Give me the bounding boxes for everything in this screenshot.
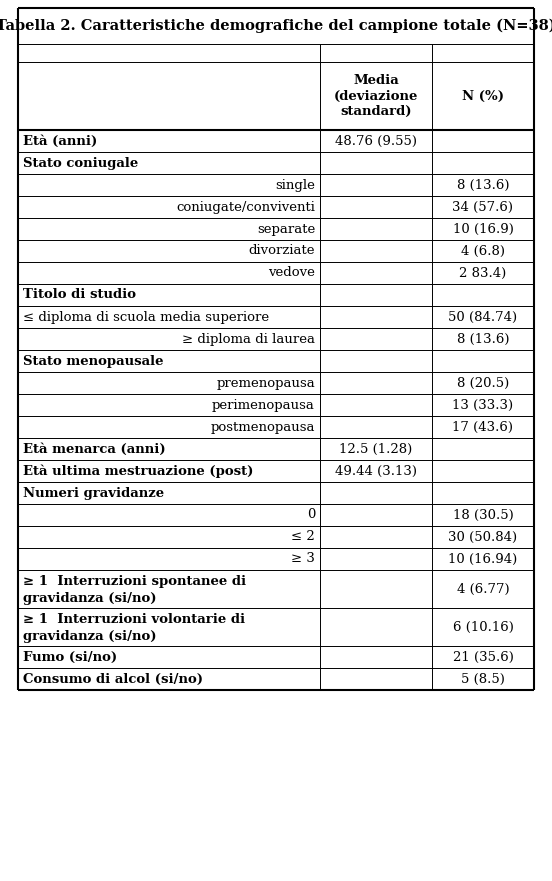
Text: divorziate: divorziate — [248, 245, 315, 257]
Text: 18 (30.5): 18 (30.5) — [453, 508, 513, 522]
Text: 4 (6.8): 4 (6.8) — [461, 245, 505, 257]
Text: ≤ diploma di scuola media superiore: ≤ diploma di scuola media superiore — [23, 310, 269, 323]
Text: 8 (20.5): 8 (20.5) — [457, 376, 509, 389]
Text: 8 (13.6): 8 (13.6) — [457, 179, 509, 191]
Text: 10 (16.9): 10 (16.9) — [453, 223, 513, 235]
Text: single: single — [275, 179, 315, 191]
Text: Età ultima mestruazione (post): Età ultima mestruazione (post) — [23, 464, 253, 478]
Text: N (%): N (%) — [462, 90, 504, 102]
Text: 13 (33.3): 13 (33.3) — [453, 398, 513, 411]
Text: ≥ 1  Interruzioni volontarie di
gravidanza (si/no): ≥ 1 Interruzioni volontarie di gravidanz… — [23, 613, 245, 643]
Text: 50 (84.74): 50 (84.74) — [448, 310, 518, 323]
Text: ≥ 1  Interruzioni spontanee di
gravidanza (si/no): ≥ 1 Interruzioni spontanee di gravidanza… — [23, 575, 246, 605]
Text: 10 (16.94): 10 (16.94) — [448, 552, 518, 566]
Text: 49.44 (3.13): 49.44 (3.13) — [335, 464, 417, 478]
Text: ≥ 3: ≥ 3 — [291, 552, 315, 566]
Text: 12.5 (1.28): 12.5 (1.28) — [339, 442, 413, 455]
Text: 30 (50.84): 30 (50.84) — [448, 530, 518, 544]
Text: Età menarca (anni): Età menarca (anni) — [23, 442, 166, 455]
Text: premenopausa: premenopausa — [216, 376, 315, 389]
Text: 34 (57.6): 34 (57.6) — [453, 201, 513, 213]
Text: Tabella 2. Caratteristiche demografiche del campione totale (N=38): Tabella 2. Caratteristiche demografiche … — [0, 19, 552, 33]
Text: 2 83.4): 2 83.4) — [459, 266, 507, 279]
Text: Stato coniugale: Stato coniugale — [23, 157, 138, 169]
Text: perimenopausa: perimenopausa — [212, 398, 315, 411]
Text: postmenopausa: postmenopausa — [210, 420, 315, 433]
Text: Stato menopausale: Stato menopausale — [23, 354, 163, 367]
Text: coniugate/conviventi: coniugate/conviventi — [176, 201, 315, 213]
Text: Età (anni): Età (anni) — [23, 135, 97, 147]
Text: 0: 0 — [306, 508, 315, 522]
Text: 48.76 (9.55): 48.76 (9.55) — [335, 135, 417, 147]
Text: 5 (8.5): 5 (8.5) — [461, 672, 505, 685]
Text: 17 (43.6): 17 (43.6) — [453, 420, 513, 433]
Text: Consumo di alcol (si/no): Consumo di alcol (si/no) — [23, 672, 203, 685]
Text: 21 (35.6): 21 (35.6) — [453, 650, 513, 663]
Text: 4 (6.77): 4 (6.77) — [457, 582, 509, 596]
Text: ≤ 2: ≤ 2 — [291, 530, 315, 544]
Text: Numeri gravidanze: Numeri gravidanze — [23, 486, 164, 500]
Text: 6 (10.16): 6 (10.16) — [453, 620, 513, 633]
Text: Fumo (si/no): Fumo (si/no) — [23, 650, 117, 663]
Text: Titolo di studio: Titolo di studio — [23, 288, 136, 301]
Text: 8 (13.6): 8 (13.6) — [457, 332, 509, 345]
Text: vedove: vedove — [268, 266, 315, 279]
Text: ≥ diploma di laurea: ≥ diploma di laurea — [182, 332, 315, 345]
Text: Media
(deviazione
standard): Media (deviazione standard) — [334, 75, 418, 117]
Text: separate: separate — [257, 223, 315, 235]
